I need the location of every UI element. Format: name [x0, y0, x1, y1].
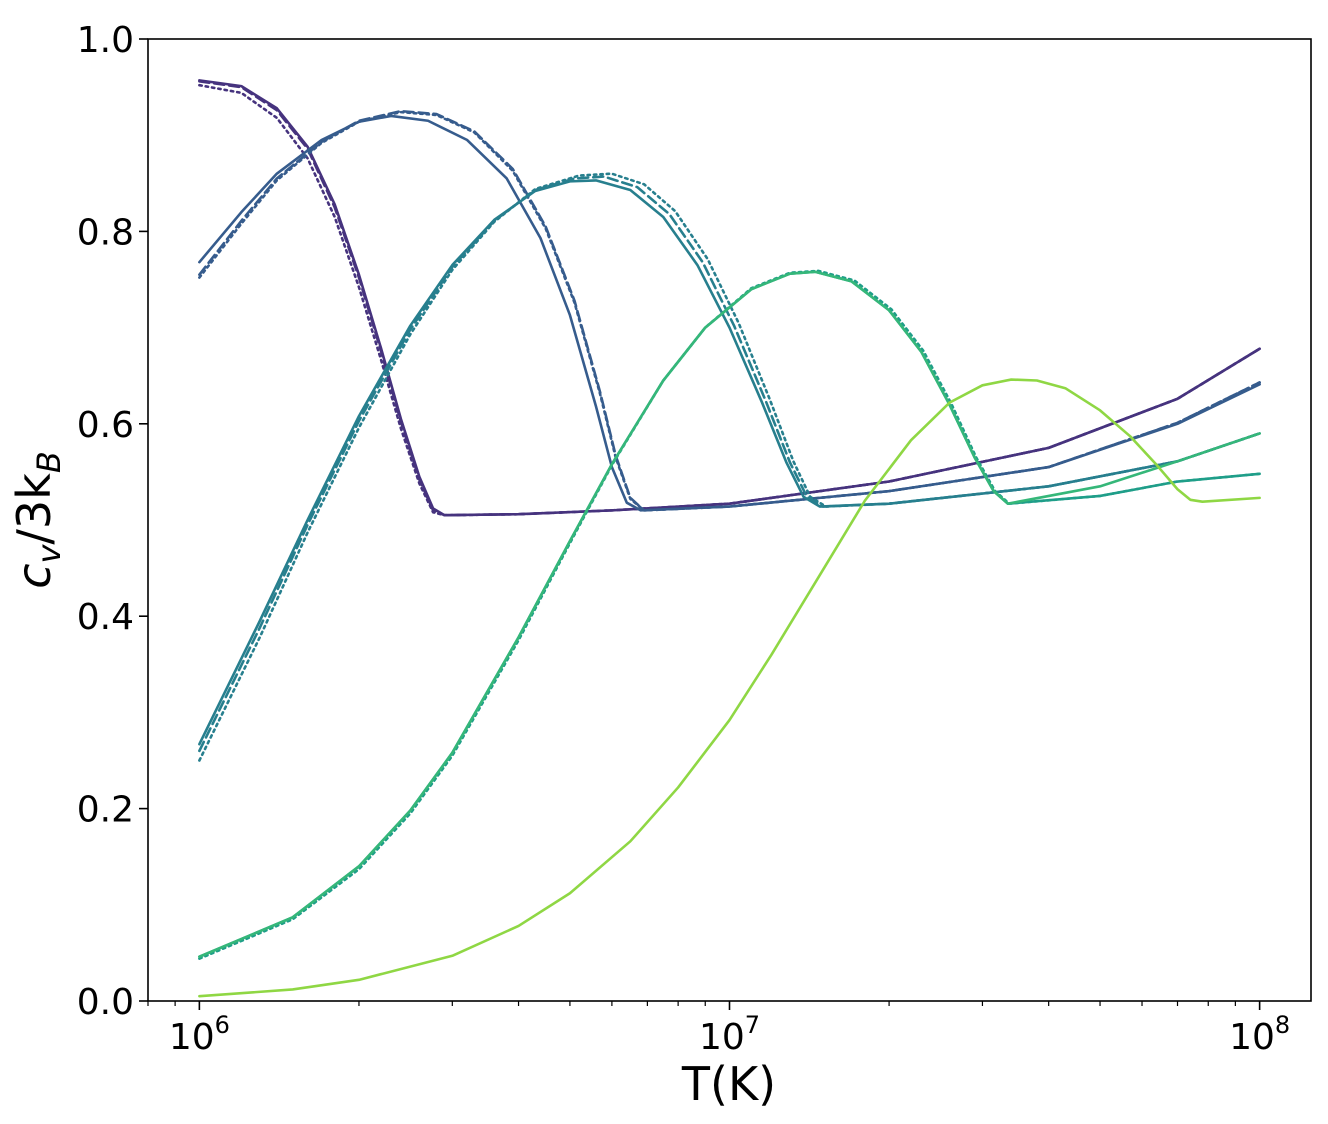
series-line-6-dotted — [198, 110, 1261, 512]
x-tick-label: 107 — [699, 1011, 760, 1058]
ticks-layer: 0.0 0.2 0.4 0.6 0.8 1.0 106 107 108 — [77, 20, 1290, 1058]
y-tick-label: 0.8 — [77, 212, 134, 253]
y-axis-label: cv/3kB — [7, 451, 68, 589]
series-line-9-dotted — [198, 172, 1261, 762]
y-label-base: c — [7, 564, 61, 589]
y-label-sub1: v — [30, 544, 68, 564]
x-tick-label: 108 — [1229, 1011, 1290, 1058]
series-line-8-dashed — [198, 175, 1261, 753]
series-line-13-solid — [198, 378, 1261, 998]
y-tick-label: 0.0 — [77, 982, 134, 1023]
series-line-12-solid — [198, 270, 1261, 959]
y-label-sub2: B — [30, 451, 68, 473]
y-tick-label: 0.2 — [77, 790, 134, 831]
y-tick-label: 1.0 — [77, 20, 134, 61]
y-tick-label: 0.4 — [77, 597, 134, 638]
y-label-bar: ¯ — [0, 563, 37, 586]
series-line-3-dotted — [198, 83, 1261, 517]
series-layer — [198, 79, 1261, 998]
x-tick-label: 106 — [169, 1011, 230, 1058]
x-axis-label: T(K) — [681, 1057, 776, 1111]
y-tick-label: 0.6 — [77, 405, 134, 446]
y-label-mid: /3k — [7, 473, 61, 545]
